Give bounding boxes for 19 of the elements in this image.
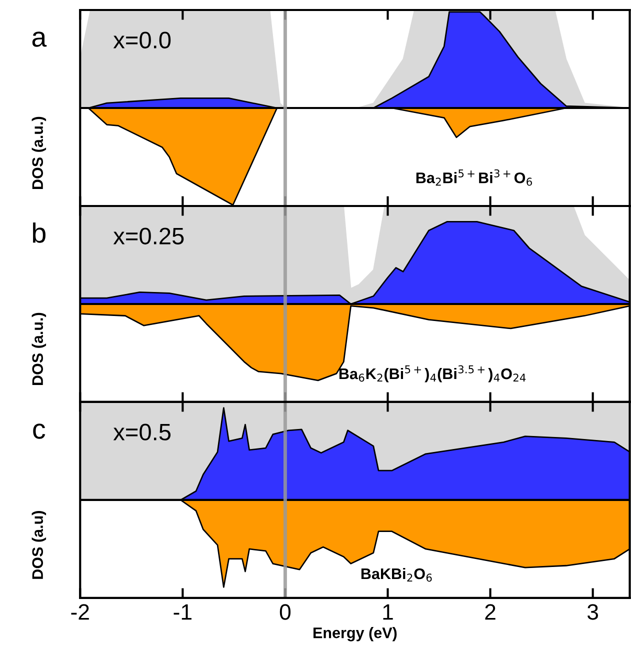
annotation: x=0.5 (113, 424, 171, 440)
annotation: Ba$_{2}$Bi$^{5+}$Bi$^{3+}$O$_{6}$ (416, 169, 532, 186)
x-axis-title: Energy (eV) (314, 627, 397, 642)
y-axis-title: DOS (a.u.) (32, 116, 46, 189)
y-axis-title: DOS (a.u.) (32, 312, 46, 385)
annotation: x=0.0 (113, 32, 171, 48)
y-axis-title: DOS (a.u) (32, 511, 46, 579)
x-tick-label: 0 (280, 604, 291, 620)
x-tick-label: -1 (174, 604, 192, 620)
x-tick-label: -2 (71, 604, 89, 620)
annotation: x=0.25 (113, 228, 184, 244)
chart-title: b (32, 222, 46, 243)
text: c (33, 424, 46, 439)
text: Ba$_{6}$K$_{2}$(Bi$^{5+}$)$_{4}$(Bi$^{3.5+}$)$_{4}$O$_{24}$ (339, 365, 526, 382)
x-tick-label: 1 (383, 604, 393, 620)
x-tick-label: 2 (485, 604, 496, 620)
x-tick-label: 3 (587, 604, 598, 620)
text: a (32, 32, 47, 47)
annotation: BaKBi$_{2}$O$_{6}$ (361, 568, 432, 582)
